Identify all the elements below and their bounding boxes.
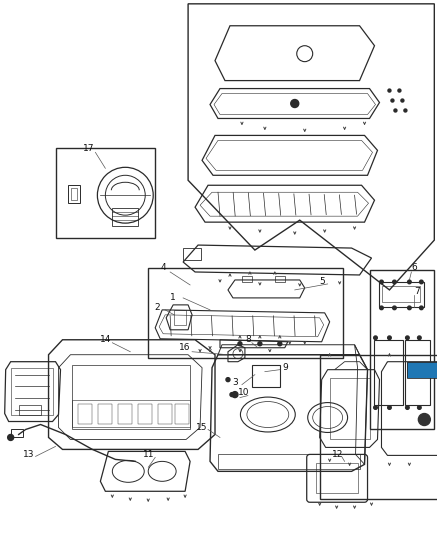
Circle shape [8, 434, 14, 440]
Text: 7: 7 [414, 287, 420, 296]
Circle shape [408, 280, 411, 284]
Circle shape [417, 406, 421, 409]
Bar [275, 276, 285, 282]
Bar [370, 270, 434, 430]
Circle shape [420, 306, 423, 310]
Text: 14: 14 [100, 335, 111, 344]
Circle shape [408, 306, 411, 310]
Text: 11: 11 [142, 450, 154, 459]
Bar [72, 400, 190, 427]
Text: 2: 2 [154, 303, 160, 312]
Bar [382, 286, 420, 302]
Circle shape [392, 306, 396, 310]
Circle shape [406, 406, 409, 409]
Circle shape [380, 306, 383, 310]
Circle shape [404, 109, 407, 112]
Circle shape [417, 336, 421, 340]
Bar [19, 405, 41, 415]
Text: 5: 5 [319, 278, 325, 286]
Text: 12: 12 [332, 450, 343, 459]
Bar [148, 268, 343, 358]
Circle shape [258, 342, 262, 346]
Circle shape [391, 99, 394, 102]
Circle shape [374, 336, 377, 340]
Text: 4: 4 [160, 263, 166, 272]
Text: 10: 10 [238, 388, 250, 397]
Text: 16: 16 [179, 343, 191, 352]
Bar [158, 403, 172, 424]
Text: 13: 13 [23, 450, 34, 459]
Text: 9: 9 [282, 363, 288, 372]
Bar [320, 355, 438, 499]
Circle shape [230, 393, 234, 397]
Bar [68, 185, 81, 203]
Bar [374, 340, 403, 405]
Text: 17: 17 [83, 144, 94, 153]
Circle shape [406, 336, 409, 340]
Circle shape [374, 406, 377, 409]
Text: 6: 6 [412, 263, 417, 272]
Circle shape [380, 280, 383, 284]
Bar [242, 276, 252, 282]
Bar [99, 403, 112, 424]
Bar [11, 368, 53, 415]
Bar [72, 365, 190, 430]
Circle shape [226, 378, 230, 382]
Bar [183, 248, 201, 260]
Circle shape [232, 392, 238, 398]
Circle shape [388, 336, 391, 340]
Bar [379, 282, 424, 307]
Bar [138, 403, 152, 424]
Circle shape [388, 89, 391, 92]
Text: 1: 1 [170, 293, 176, 302]
Text: 8: 8 [245, 335, 251, 344]
Bar [406, 340, 430, 405]
Bar [71, 188, 78, 200]
Bar [252, 365, 280, 386]
Circle shape [420, 280, 423, 284]
Text: 3: 3 [232, 378, 238, 387]
Circle shape [418, 414, 430, 425]
Bar [11, 430, 23, 438]
Bar [112, 208, 138, 226]
Circle shape [388, 406, 391, 409]
Bar [175, 403, 189, 424]
Circle shape [398, 89, 401, 92]
Bar [56, 148, 155, 238]
Circle shape [401, 99, 404, 102]
Text: 15: 15 [196, 423, 208, 432]
Circle shape [394, 109, 397, 112]
Bar [316, 463, 357, 493]
Bar [78, 403, 92, 424]
Bar [218, 455, 360, 470]
Circle shape [278, 342, 282, 346]
Circle shape [392, 280, 396, 284]
Polygon shape [407, 362, 438, 378]
Bar [330, 378, 370, 439]
Bar [174, 310, 186, 325]
Circle shape [238, 342, 242, 346]
Bar [118, 403, 132, 424]
Circle shape [291, 100, 299, 108]
